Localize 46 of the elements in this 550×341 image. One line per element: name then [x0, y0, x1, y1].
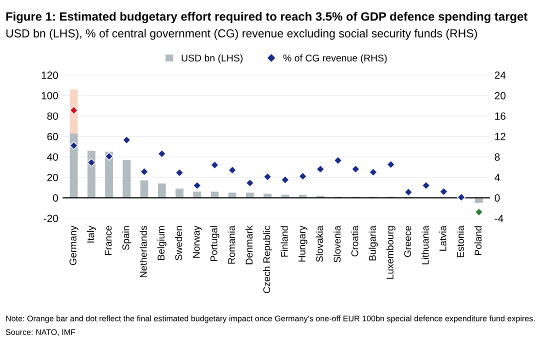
x-tick-label: Hungary [298, 226, 308, 262]
x-tick-label: Spain [122, 226, 132, 250]
y-tick-label: 60 [47, 132, 58, 140]
x-tick-label: Latvia [439, 226, 446, 251]
y-tick-label: 40 [47, 153, 58, 161]
text: Note: Orange bar and dot reflect the final estimated budgetary impact once Germany’s one-off EUR 100bn special defence expenditure fund expires. [6, 315, 535, 323]
x-tick-label: Sweden [174, 226, 182, 260]
x-tick-label: Italy [86, 226, 96, 242]
x-tick-label: Poland [474, 226, 482, 256]
x-tick-label: Finland [280, 226, 288, 257]
x-tick-label: Croatia [351, 226, 358, 256]
y-tick-label: 80 [47, 112, 58, 120]
x-tick-label: Czech Republic [263, 226, 272, 294]
x-tick-label: Germany [70, 226, 78, 266]
x-tick-label: France [104, 226, 112, 256]
x-tick-label: Romania [228, 226, 235, 264]
y-tick-label: 20 [47, 174, 58, 182]
y-tick-label: 100 [42, 92, 58, 100]
y2-tick-label: 12 [495, 132, 506, 140]
legend-label: % of CG revenue (RHS) [283, 54, 387, 64]
x-tick-label: Norway [192, 226, 202, 258]
y-tick-label: 120 [42, 72, 58, 79]
x-tick-label: Estonia [456, 226, 464, 258]
y2-tick-label: 24 [494, 72, 506, 79]
y-tick-label: -20 [44, 214, 58, 222]
x-tick-label: Belgium [157, 226, 166, 260]
y2-tick-label: 0 [494, 194, 500, 202]
x-tick-label: Netherlands [140, 226, 147, 278]
x-tick-label: Bulgaria [368, 226, 378, 260]
y2-tick-label: 16 [495, 112, 506, 120]
y2-tick-label: 4 [494, 174, 500, 182]
x-tick-label: Slovenia [333, 226, 341, 262]
y-tick-label: 0 [53, 194, 58, 202]
y2-tick-label: 20 [494, 92, 506, 100]
x-tick-label: Portugal [210, 226, 220, 261]
y2-tick-label: 8 [494, 153, 500, 161]
chart-title: Figure 1: Estimated budgetary effort required to reach 3.5% of GDP defence spending target [6, 12, 528, 24]
legend-label: USD bn (LHS) [182, 54, 243, 64]
x-tick-label: Lithuania [422, 226, 429, 264]
x-tick-label: Greece [404, 226, 412, 257]
x-tick-label: Slovakia [316, 226, 324, 262]
x-tick-label: Denmark [245, 226, 253, 264]
source-note: Source: NATO, IMF [6, 329, 76, 336]
chart-subtitle: USD bn (LHS), % of central government (CG) revenue excluding social security funds (RHS) [6, 28, 477, 40]
y2-tick-label: -4 [494, 214, 504, 222]
x-tick-label: Luxembourg [386, 226, 396, 279]
